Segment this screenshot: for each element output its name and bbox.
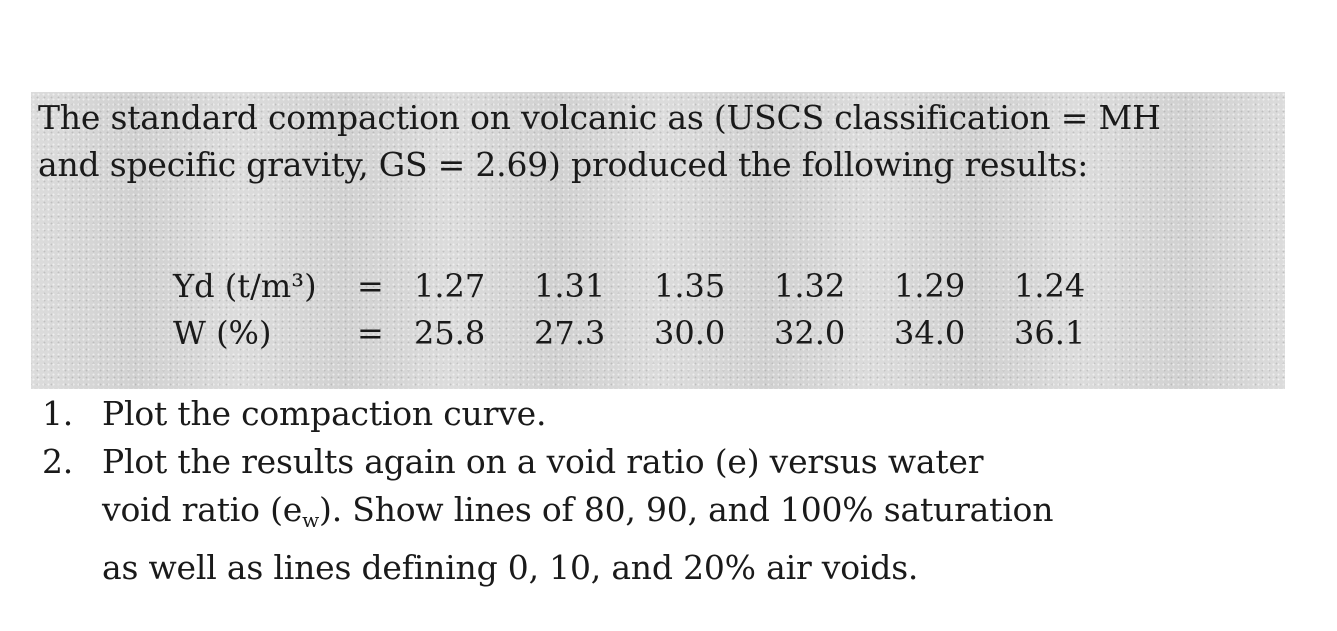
water-content-value: 30.0 xyxy=(654,314,726,352)
water-content-value: 25.8 xyxy=(414,314,486,352)
dry-density-value: 1.24 xyxy=(1014,267,1086,305)
problem-intro: The standard compaction on volcanic as (… xyxy=(38,94,1278,188)
problem-statement-panel xyxy=(31,92,1285,389)
water-content-value: 34.0 xyxy=(894,314,966,352)
task-text: as well as lines defining 0, 10, and 20%… xyxy=(102,548,919,587)
task-item-2: 2. Plot the results again on a void rati… xyxy=(42,438,1053,592)
dry-density-value: 1.32 xyxy=(774,267,846,305)
equals-sign: = xyxy=(357,267,384,305)
dry-density-value: 1.31 xyxy=(534,267,606,305)
dry-density-value: 1.35 xyxy=(654,267,726,305)
intro-line-2: and specific gravity, GS = 2.69) produce… xyxy=(38,145,1089,184)
dry-density-value: 1.29 xyxy=(894,267,966,305)
task-list: 1. Plot the compaction curve. 2. Plot th… xyxy=(42,390,1053,592)
task-number: 1. xyxy=(42,394,74,433)
task-text: Plot the compaction curve. xyxy=(102,394,547,433)
water-subscript: w xyxy=(302,508,320,532)
task-item-1: 1. Plot the compaction curve. xyxy=(42,390,1053,438)
water-content-label: W (%) xyxy=(173,314,272,352)
task-number: 2. xyxy=(42,442,74,481)
task-text-part: ). Show lines of 80, 90, and 100% satura… xyxy=(319,490,1054,529)
task-text-part: void ratio (e xyxy=(102,490,303,529)
water-content-value: 32.0 xyxy=(774,314,846,352)
task-text: Plot the results again on a void ratio (… xyxy=(102,442,984,481)
intro-line-1: The standard compaction on volcanic as (… xyxy=(38,98,1161,137)
equals-sign: = xyxy=(357,314,384,352)
water-content-value: 36.1 xyxy=(1014,314,1086,352)
water-content-value: 27.3 xyxy=(534,314,606,352)
task-text: void ratio (ew). Show lines of 80, 90, a… xyxy=(102,486,1053,544)
dry-density-label: Yd (t/m³) xyxy=(173,267,317,305)
dry-density-value: 1.27 xyxy=(414,267,486,305)
